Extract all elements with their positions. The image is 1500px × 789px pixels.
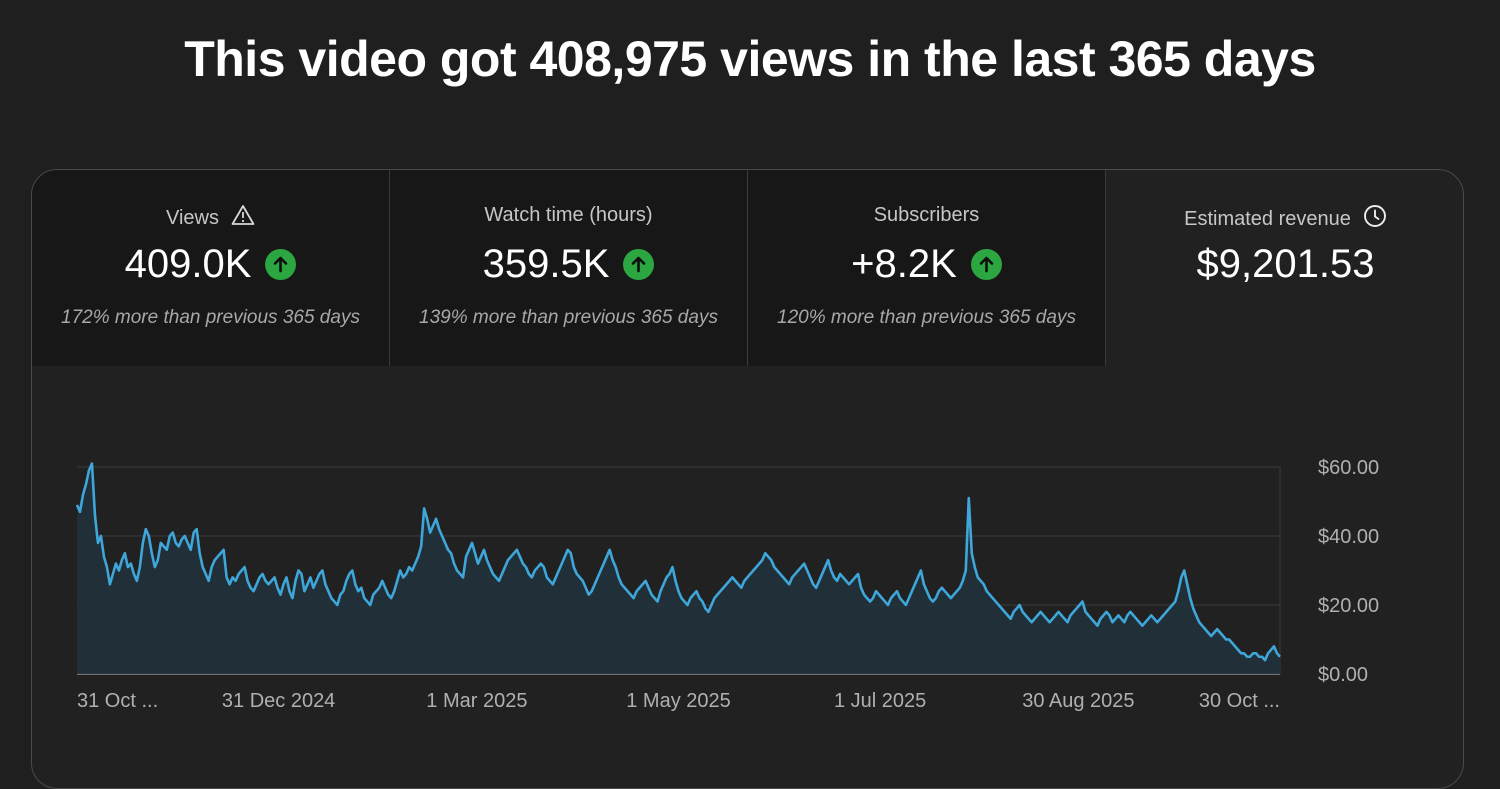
metric-tab-subscribers[interactable]: Subscribers +8.2K 120% more than previou… <box>748 170 1106 366</box>
trend-up-icon <box>265 249 297 280</box>
revenue-chart: $60.00 $40.00 $20.00 $0.00 31 Oct ... 31 Dec … <box>32 366 1463 788</box>
page-title: This video got 408,975 views in the last… <box>184 31 1316 87</box>
x-tick-label: 31 Dec 2024 <box>222 690 335 712</box>
y-tick-label: $20.00 <box>1318 595 1379 617</box>
analytics-card: Views 409.0K 172% more than previous 365… <box>31 169 1464 789</box>
metric-value: 409.0K <box>124 242 252 286</box>
metric-comparison: 120% more than previous 365 days <box>777 307 1076 328</box>
metric-label: Watch time (hours) <box>484 204 653 226</box>
trend-up-icon <box>970 249 1002 280</box>
metric-label: Estimated revenue <box>1184 207 1351 230</box>
x-tick-label: 31 Oct ... <box>77 690 158 712</box>
metric-value: $9,201.53 <box>1196 242 1375 286</box>
metric-label: Views <box>166 206 219 229</box>
revenue-chart-svg: $60.00 $40.00 $20.00 $0.00 31 Oct ... 31 Dec … <box>75 457 1379 712</box>
metric-tab-watch-time[interactable]: Watch time (hours) 359.5K 139% more than… <box>390 170 748 366</box>
x-tick-label: 1 Jul 2025 <box>834 690 926 712</box>
x-tick-label: 30 Aug 2025 <box>1022 690 1134 712</box>
x-tick-label: 1 Mar 2025 <box>426 690 527 712</box>
y-tick-label: $60.00 <box>1318 457 1379 479</box>
metric-comparison: 172% more than previous 365 days <box>61 307 360 328</box>
metric-tabs: Views 409.0K 172% more than previous 365… <box>32 170 1463 366</box>
x-tick-label: 1 May 2025 <box>626 690 731 712</box>
metric-label: Subscribers <box>873 204 980 226</box>
x-tick-label: 30 Oct ... <box>1199 690 1280 712</box>
y-tick-label: $0.00 <box>1318 664 1368 686</box>
y-tick-label: $40.00 <box>1318 526 1379 548</box>
series-area <box>77 463 1280 674</box>
trend-up-icon <box>623 249 655 280</box>
warning-icon[interactable] <box>231 204 255 232</box>
metric-value: +8.2K <box>851 242 957 286</box>
metric-comparison: 139% more than previous 365 days <box>419 307 718 328</box>
metric-tab-views[interactable]: Views 409.0K 172% more than previous 365… <box>32 170 390 366</box>
clock-icon[interactable] <box>1363 204 1387 234</box>
metric-value: 359.5K <box>482 242 610 286</box>
metric-tab-estimated-revenue[interactable]: Estimated revenue $9,201.53 <box>1106 170 1463 366</box>
series-line <box>75 462 1281 662</box>
